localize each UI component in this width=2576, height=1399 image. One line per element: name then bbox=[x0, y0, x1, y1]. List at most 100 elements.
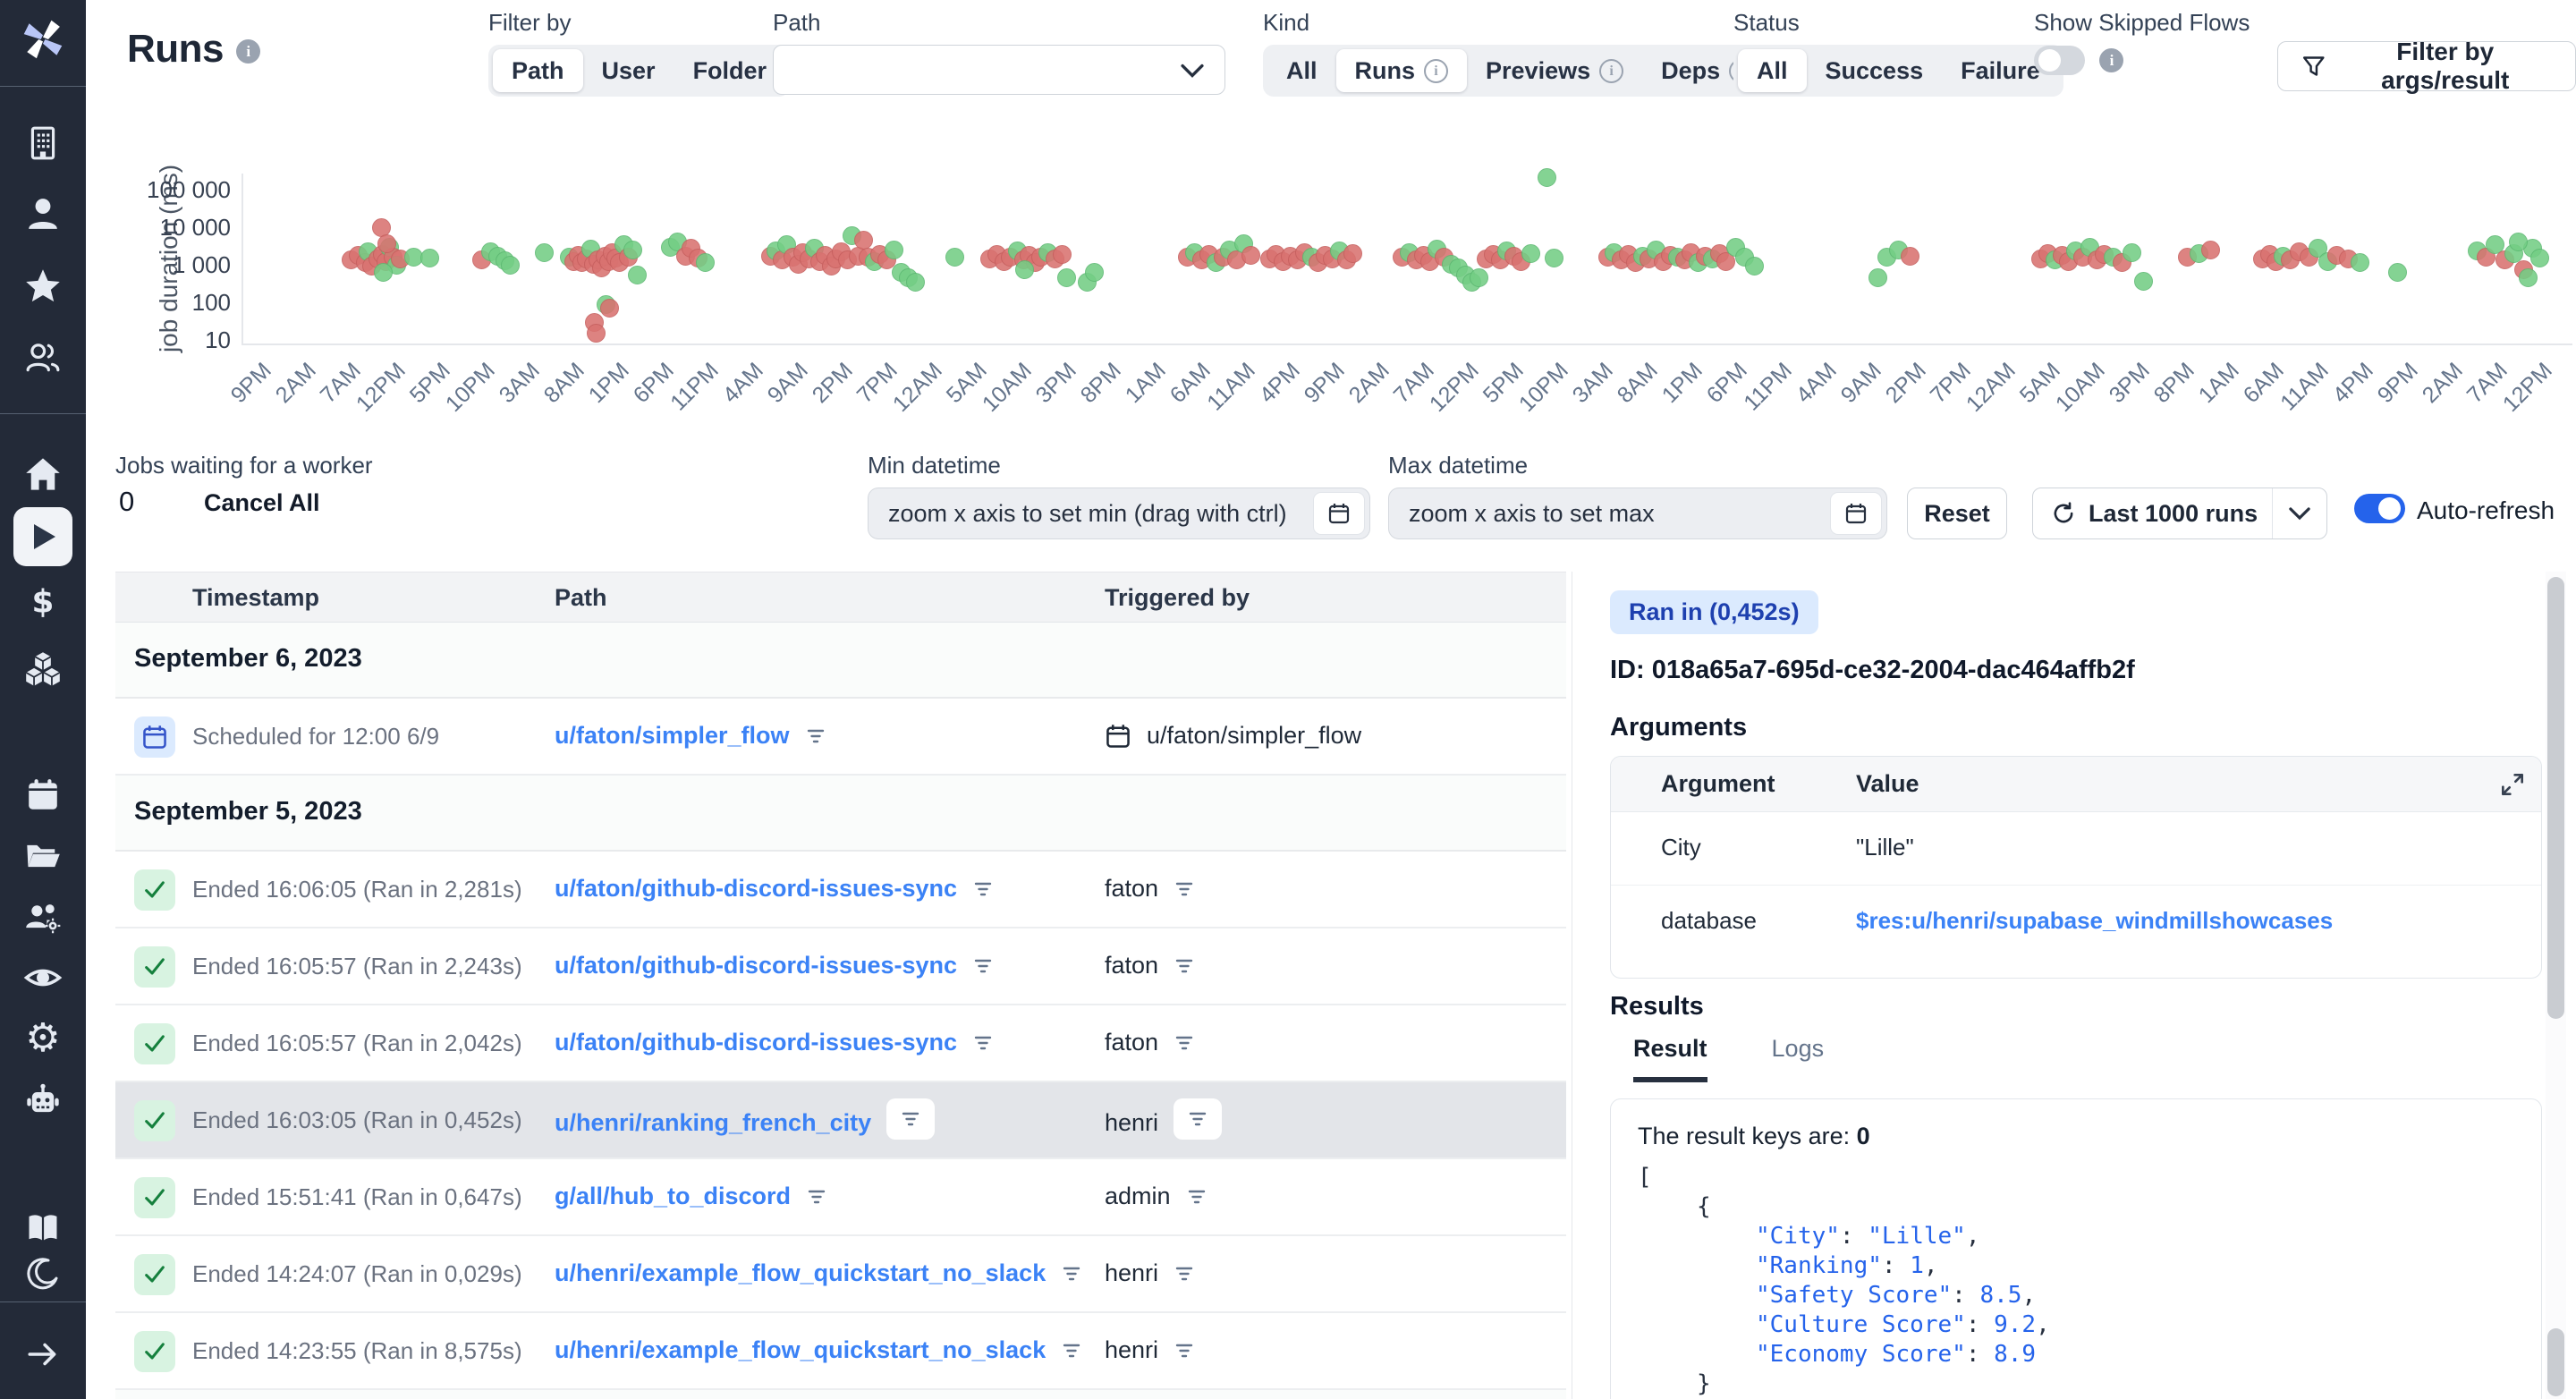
run-dot-failure[interactable] bbox=[377, 234, 397, 254]
run-dot-success[interactable] bbox=[2509, 232, 2529, 251]
run-path-link[interactable]: u/faton/simpler_flow bbox=[555, 722, 790, 749]
kind-runs[interactable]: Runs i bbox=[1335, 49, 1468, 92]
run-path-link[interactable]: u/faton/github-discord-issues-sync bbox=[555, 875, 958, 902]
run-dot-success[interactable] bbox=[1537, 168, 1556, 188]
show-skipped-toggle[interactable] bbox=[2034, 46, 2085, 75]
run-row[interactable]: Ended 15:51:41 (Ran in 0,647s) g/all/hub_… bbox=[115, 1159, 1566, 1236]
run-path-link[interactable]: u/henri/example_flow_quickstart_no_slack bbox=[555, 1259, 1046, 1286]
filter-by-path-icon[interactable] bbox=[886, 1098, 936, 1140]
filter-by-path-icon[interactable] bbox=[972, 955, 994, 977]
result-viewer[interactable]: The result keys are: 0 [{"City": "Lille"… bbox=[1610, 1098, 2542, 1399]
filter-by-user[interactable]: User bbox=[601, 56, 656, 84]
runs-duration-chart[interactable]: job duration (ms) 100 000 10 000 1 000 100 1… bbox=[86, 165, 2576, 433]
filter-args-button[interactable]: Filter by args/result bbox=[2277, 38, 2576, 94]
sidebar-item-members[interactable] bbox=[0, 329, 86, 386]
run-dot-failure[interactable] bbox=[1052, 245, 1072, 265]
run-dot-success[interactable] bbox=[2529, 249, 2549, 268]
argument-value-link[interactable]: $res:u/henri/supabase_windmillshowcases bbox=[1856, 907, 2334, 934]
sidebar-collapse-button[interactable] bbox=[0, 1326, 86, 1383]
run-dot-failure[interactable] bbox=[1343, 243, 1363, 263]
run-dot-success[interactable] bbox=[628, 266, 648, 285]
run-path-link[interactable]: u/faton/github-discord-issues-sync bbox=[555, 952, 958, 979]
filter-by-path-icon[interactable] bbox=[806, 1186, 827, 1208]
run-dot-failure[interactable] bbox=[587, 324, 606, 343]
run-row[interactable]: Ended 16:05:57 (Ran in 2,042s) u/faton/gi… bbox=[115, 1005, 1566, 1082]
run-dot-success[interactable] bbox=[1470, 267, 1489, 287]
sidebar-item-user[interactable] bbox=[0, 185, 86, 242]
run-dot-success[interactable] bbox=[535, 243, 555, 263]
scrollbar-thumb-secondary[interactable] bbox=[2547, 1328, 2564, 1396]
run-dot-success[interactable] bbox=[1521, 243, 1540, 263]
sidebar-item-docs[interactable] bbox=[0, 1199, 86, 1256]
run-dot-success[interactable] bbox=[1868, 267, 1887, 287]
sidebar-item-runs[interactable] bbox=[0, 507, 86, 566]
sidebar-item-audit-logs[interactable] bbox=[0, 949, 86, 1006]
run-dot-success[interactable] bbox=[1744, 256, 1764, 276]
ran-in-badge[interactable]: Ran in (0,452s) bbox=[1610, 590, 1818, 634]
sidebar-item-workers[interactable] bbox=[0, 1073, 86, 1130]
info-icon[interactable]: i bbox=[236, 39, 260, 64]
filter-by-user-icon[interactable] bbox=[1174, 1032, 1195, 1054]
run-dot-failure[interactable] bbox=[2201, 241, 2221, 260]
run-dot-success[interactable] bbox=[1085, 262, 1105, 282]
scrollbar-thumb[interactable] bbox=[2547, 577, 2564, 1019]
run-dot-success[interactable] bbox=[501, 255, 521, 275]
status-all[interactable]: All bbox=[1738, 49, 1807, 92]
run-dot-success[interactable] bbox=[374, 262, 394, 282]
info-icon[interactable]: i bbox=[2099, 48, 2124, 72]
run-dot-success[interactable] bbox=[2387, 262, 2407, 282]
max-datetime-calendar-button[interactable] bbox=[1830, 492, 1882, 535]
filter-by-user-icon[interactable] bbox=[1174, 955, 1195, 977]
filter-by-user-icon[interactable] bbox=[1174, 1340, 1195, 1361]
run-dot-success[interactable] bbox=[623, 240, 643, 259]
run-dot-success[interactable] bbox=[2486, 234, 2505, 254]
sidebar-item-resources[interactable] bbox=[0, 640, 86, 698]
expand-icon[interactable] bbox=[2498, 770, 2527, 805]
run-path-link[interactable]: u/henri/ranking_french_city bbox=[555, 1108, 872, 1136]
chart-plot[interactable] bbox=[242, 168, 2572, 345]
run-path-link[interactable]: u/henri/example_flow_quickstart_no_slack bbox=[555, 1336, 1046, 1363]
run-dot-success[interactable] bbox=[2351, 253, 2370, 273]
run-dot-success[interactable] bbox=[1056, 267, 1076, 287]
run-path-link[interactable]: u/faton/github-discord-issues-sync bbox=[555, 1029, 958, 1056]
sidebar-item-folders[interactable] bbox=[0, 827, 86, 885]
path-dropdown[interactable] bbox=[773, 45, 1225, 95]
max-datetime-input[interactable] bbox=[1389, 499, 1830, 528]
filter-by-user-icon[interactable] bbox=[1174, 1263, 1195, 1285]
sidebar-item-schedules[interactable] bbox=[0, 767, 86, 824]
sidebar-item-groups[interactable] bbox=[0, 888, 86, 945]
vertical-scrollbar[interactable] bbox=[2546, 572, 2566, 1399]
run-dot-success[interactable] bbox=[1015, 260, 1034, 280]
status-failure[interactable]: Failure bbox=[1961, 56, 2040, 84]
kind-all[interactable]: All bbox=[1286, 56, 1318, 84]
run-dot-success[interactable] bbox=[420, 249, 440, 268]
run-dot-success[interactable] bbox=[2133, 272, 2153, 292]
run-dot-failure[interactable] bbox=[1241, 246, 1260, 266]
sidebar-item-workspace[interactable] bbox=[0, 114, 86, 172]
filter-by-user-icon[interactable] bbox=[1186, 1186, 1208, 1208]
run-dot-failure[interactable] bbox=[1901, 247, 1920, 267]
min-datetime-calendar-button[interactable] bbox=[1313, 492, 1365, 535]
run-dot-success[interactable] bbox=[2518, 267, 2538, 287]
sidebar-item-favorites[interactable] bbox=[0, 258, 86, 315]
windmill-logo[interactable] bbox=[0, 11, 86, 68]
run-dot-failure[interactable] bbox=[1716, 251, 1736, 271]
sidebar-item-settings[interactable]: ⚙ bbox=[0, 1010, 86, 1067]
sidebar-item-home[interactable] bbox=[0, 445, 86, 503]
run-dot-failure[interactable] bbox=[599, 298, 619, 318]
status-success[interactable]: Success bbox=[1825, 56, 1924, 84]
run-row[interactable]: Ended 16:05:57 (Ran in 2,243s) u/faton/gi… bbox=[115, 928, 1566, 1005]
tab-result[interactable]: Result bbox=[1633, 1035, 1707, 1082]
filter-by-path-icon[interactable] bbox=[972, 878, 994, 900]
run-dot-failure[interactable] bbox=[854, 230, 874, 250]
filter-by-user-icon[interactable] bbox=[1174, 878, 1195, 900]
sidebar-item-dark-mode[interactable] bbox=[0, 1245, 86, 1302]
run-row[interactable]: Ended 16:06:05 (Ran in 2,281s) u/faton/gi… bbox=[115, 852, 1566, 928]
info-icon[interactable]: i bbox=[1424, 58, 1449, 83]
run-row[interactable]: Ended 16:03:05 (Ran in 0,452s) u/henri/ra… bbox=[115, 1082, 1566, 1159]
run-dot-success[interactable] bbox=[945, 247, 964, 267]
filter-by-folder[interactable]: Folder bbox=[692, 56, 767, 84]
auto-refresh-toggle[interactable] bbox=[2354, 494, 2405, 523]
filter-by-path-icon[interactable] bbox=[805, 725, 826, 747]
filter-by-path[interactable]: Path bbox=[493, 49, 583, 92]
